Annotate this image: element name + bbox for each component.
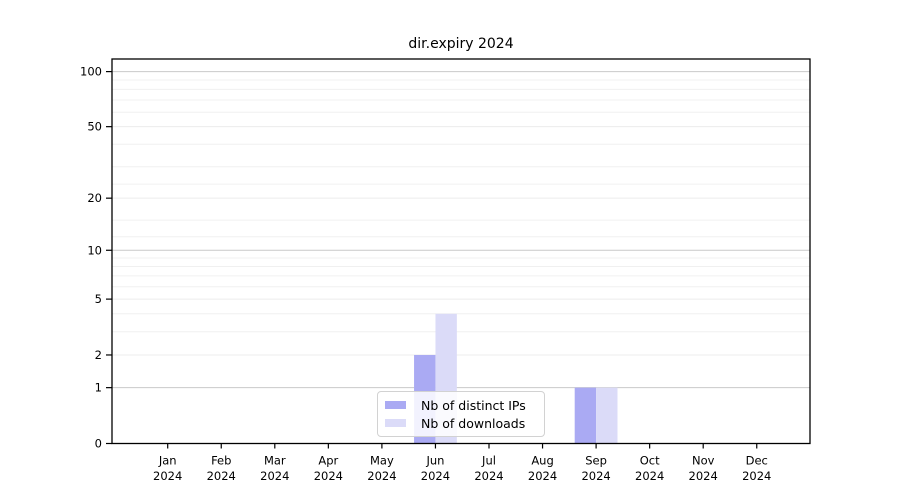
bar-downloads-sep xyxy=(596,387,618,444)
legend-item-downloads: Nb of downloads xyxy=(385,416,537,431)
x-tick-label-month: Feb xyxy=(211,454,231,468)
x-tick-label-month: Jan xyxy=(158,454,177,468)
x-tick-label-month: Nov xyxy=(692,454,715,468)
y-tick-label: 10 xyxy=(87,243,102,257)
chart-title: dir.expiry 2024 xyxy=(408,36,514,52)
bar-distinct-ips-sep xyxy=(574,387,597,444)
y-tick-label: 20 xyxy=(87,191,102,205)
x-tick-label-year: 2024 xyxy=(367,469,396,483)
x-tick-label-year: 2024 xyxy=(314,469,343,483)
x-tick-label-month: Jul xyxy=(481,454,496,468)
x-tick-label-month: Aug xyxy=(531,454,553,468)
x-tick-label-year: 2024 xyxy=(742,469,771,483)
y-tick-label: 0 xyxy=(95,437,102,451)
x-tick-label-month: May xyxy=(370,454,394,468)
x-tick-label-year: 2024 xyxy=(153,469,182,483)
x-tick-label-year: 2024 xyxy=(635,469,664,483)
legend-swatch-downloads xyxy=(385,419,406,427)
y-tick-label: 2 xyxy=(95,348,102,362)
plot-spines xyxy=(111,58,811,445)
x-tick-label-month: Apr xyxy=(318,454,338,468)
legend: Nb of distinct IPs Nb of downloads xyxy=(377,391,545,437)
x-tick-label-month: Mar xyxy=(264,454,286,468)
y-tick-label: 50 xyxy=(87,120,102,134)
x-tick-label-year: 2024 xyxy=(581,469,610,483)
x-tick-label-month: Dec xyxy=(746,454,768,468)
x-tick-label-year: 2024 xyxy=(207,469,236,483)
x-tick-label-month: Jun xyxy=(425,454,444,468)
x-tick-label-year: 2024 xyxy=(474,469,503,483)
y-tick-label: 100 xyxy=(80,65,102,79)
legend-swatch-distinct-ips xyxy=(385,401,406,409)
x-tick-label-month: Oct xyxy=(640,454,660,468)
legend-label-downloads: Nb of downloads xyxy=(421,415,526,431)
y-tick-label: 1 xyxy=(95,381,102,395)
x-tick-label-month: Sep xyxy=(585,454,607,468)
x-tick-label-year: 2024 xyxy=(689,469,718,483)
legend-label-distinct-ips: Nb of distinct IPs xyxy=(421,397,526,413)
x-tick-label-year: 2024 xyxy=(528,469,557,483)
legend-item-distinct-ips: Nb of distinct IPs xyxy=(385,398,537,413)
x-tick-label-year: 2024 xyxy=(421,469,450,483)
y-tick-label: 5 xyxy=(95,292,102,306)
x-tick-label-year: 2024 xyxy=(260,469,289,483)
